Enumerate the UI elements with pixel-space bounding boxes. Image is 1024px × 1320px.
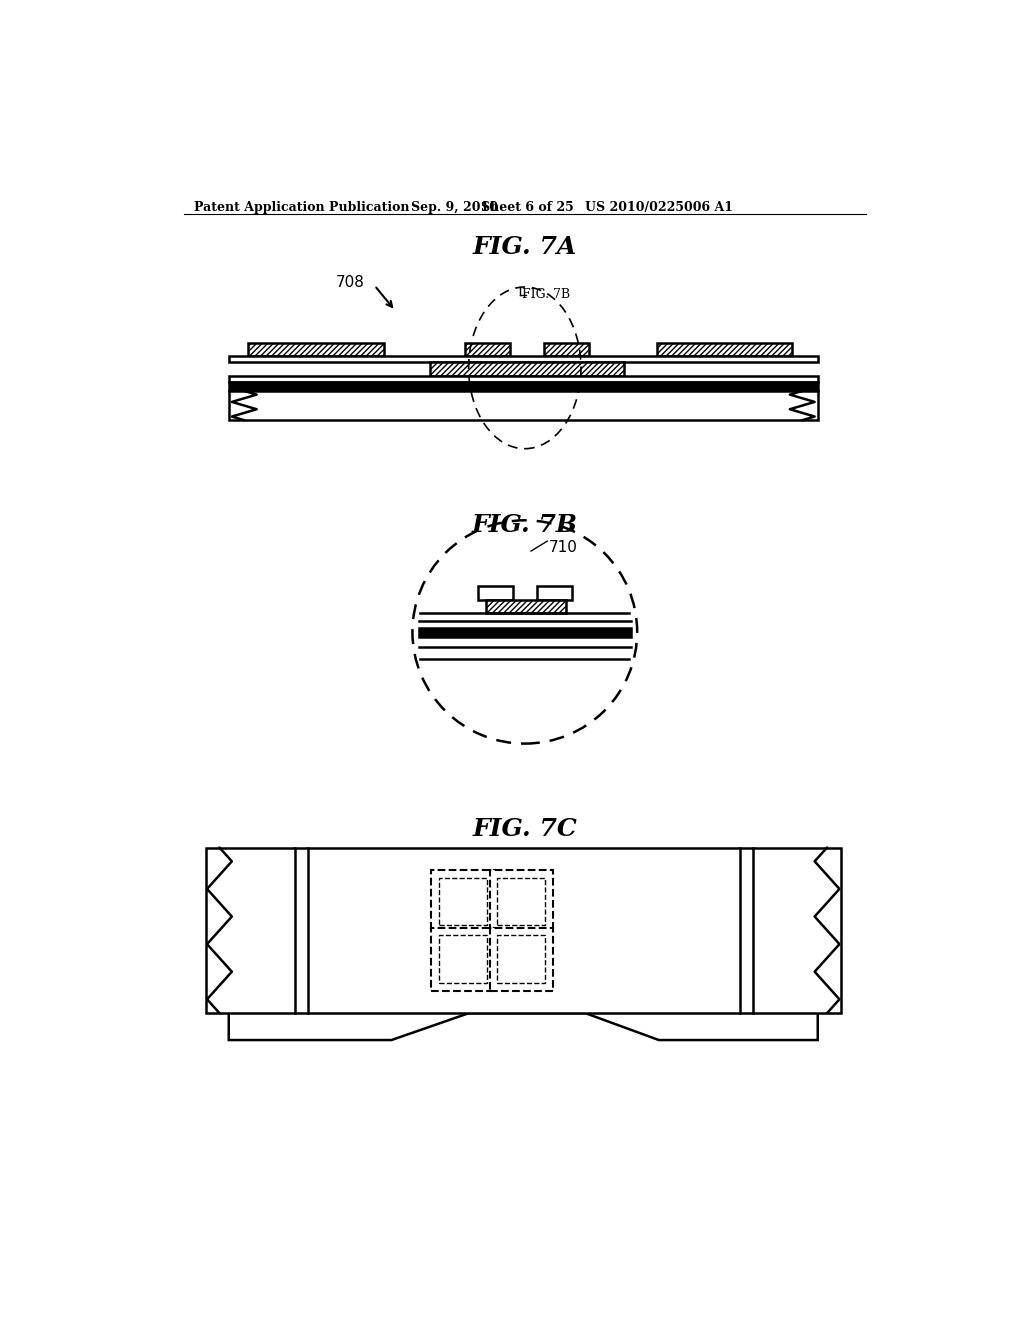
Bar <box>439 878 487 925</box>
Polygon shape <box>228 990 818 1040</box>
Bar <box>431 870 495 933</box>
Text: US 2010/0225006 A1: US 2010/0225006 A1 <box>586 201 733 214</box>
Text: FIG. 7C: FIG. 7C <box>472 817 578 841</box>
Bar <box>439 936 487 983</box>
Bar <box>486 599 566 614</box>
Text: FIG. 7A: FIG. 7A <box>473 235 577 260</box>
Bar <box>489 928 553 991</box>
Bar <box>431 928 495 991</box>
Bar <box>544 343 589 355</box>
Bar <box>498 936 546 983</box>
Text: 708: 708 <box>336 276 365 290</box>
Text: Sep. 9, 2010: Sep. 9, 2010 <box>411 201 498 214</box>
Text: FIG. 7B: FIG. 7B <box>521 288 569 301</box>
Bar <box>419 628 631 638</box>
Bar <box>206 847 841 1014</box>
Bar <box>228 376 818 383</box>
Bar <box>478 586 513 599</box>
Ellipse shape <box>413 520 637 743</box>
Text: 710: 710 <box>549 540 578 554</box>
Bar <box>465 343 510 355</box>
Bar <box>498 878 546 925</box>
Bar <box>228 355 818 363</box>
Text: Sheet 6 of 25: Sheet 6 of 25 <box>480 201 573 214</box>
Text: Patent Application Publication: Patent Application Publication <box>194 201 410 214</box>
Bar <box>228 383 818 391</box>
Bar <box>228 391 818 420</box>
Bar <box>538 586 572 599</box>
Bar <box>248 343 384 355</box>
Text: FIG. 7B: FIG. 7B <box>472 512 578 537</box>
Bar <box>489 870 553 933</box>
Bar <box>430 363 624 376</box>
Bar <box>656 343 793 355</box>
